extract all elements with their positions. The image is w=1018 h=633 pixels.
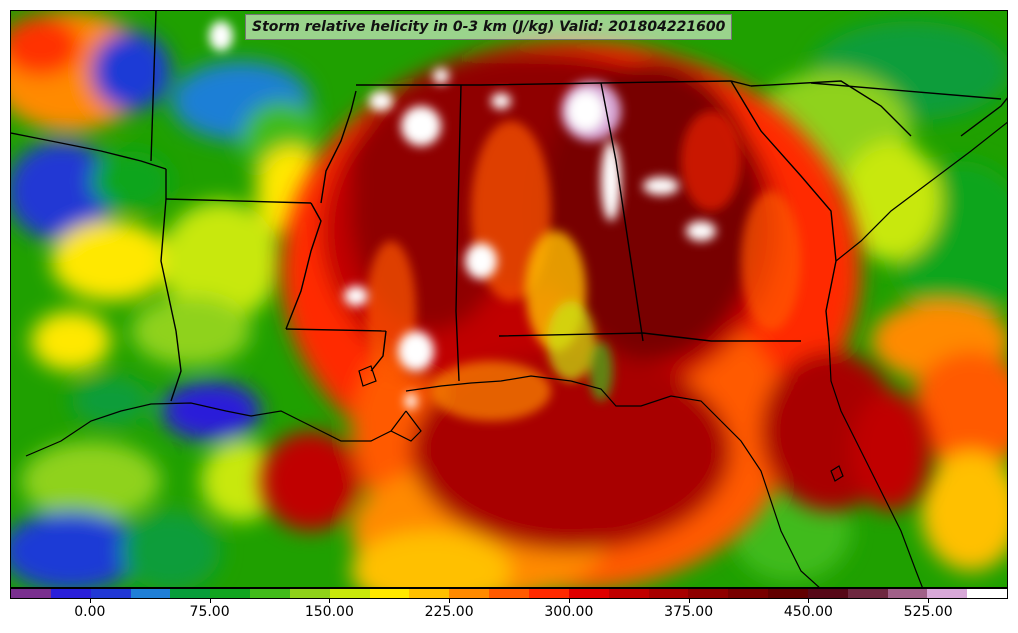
colorbar <box>10 588 1008 599</box>
colorbar-segment <box>50 589 91 598</box>
colorbar-segment <box>130 589 171 598</box>
colorbar-segment <box>887 589 928 598</box>
colorbar-tick-mark <box>568 599 570 603</box>
colorbar-segment <box>807 589 848 598</box>
colorbar-segment <box>568 589 609 598</box>
colorbar-tick-mark <box>688 599 690 603</box>
coastline <box>25 121 1007 587</box>
colorbar-tick-label: 300.00 <box>544 604 594 620</box>
colorbar-tick-label: 75.00 <box>189 604 230 620</box>
colorbar-tick-label: 150.00 <box>304 604 354 620</box>
colorbar-segment <box>11 589 51 598</box>
colorbar-tick-label: 375.00 <box>664 604 714 620</box>
colorbar-tick-label: 225.00 <box>424 604 474 620</box>
helicity-map <box>11 11 1007 587</box>
colorbar-segment <box>528 589 569 598</box>
colorbar-tick-mark <box>329 599 331 603</box>
colorbar-segment <box>728 589 769 598</box>
colorbar-segment <box>210 589 251 598</box>
colorbar-segment <box>688 589 729 598</box>
colorbar-segment <box>489 589 529 598</box>
colorbar-tick-mark <box>449 599 451 603</box>
colorbar-tick-mark <box>808 599 810 603</box>
colorbar-tick-mark <box>928 599 930 603</box>
colorbar-tick-mark <box>209 599 211 603</box>
colorbar-ticks: 0.00 75.00 150.00 225.00 300.00 375.00 450.00 5… <box>10 599 1008 629</box>
colorbar-segment <box>768 589 808 598</box>
colorbar-segment <box>967 589 1007 598</box>
colorbar-tick-label: 450.00 <box>783 604 833 620</box>
colorbar-segment <box>90 589 131 598</box>
colorbar-segment <box>648 589 689 598</box>
colorbar-segment <box>170 589 211 598</box>
colorbar-segment <box>409 589 450 598</box>
eastern-field <box>731 21 1007 581</box>
colorbar-tick-label: 0.00 <box>74 604 106 620</box>
state-borders <box>11 11 1007 402</box>
colorbar-tick-label: 525.00 <box>903 604 953 620</box>
map-title-text: Storm relative helicity in 0-3 km (J/kg)… <box>252 19 726 35</box>
colorbar-segment <box>289 589 330 598</box>
colorbar-segment <box>329 589 370 598</box>
colorbar-segment <box>927 589 968 598</box>
colorbar-tick-mark <box>89 599 91 603</box>
western-field <box>11 11 326 587</box>
map-frame <box>10 10 1008 588</box>
map-title: Storm relative helicity in 0-3 km (J/kg)… <box>245 14 733 40</box>
colorbar-segment <box>608 589 649 598</box>
colorbar-segment <box>449 589 490 598</box>
colorbar-segment <box>369 589 410 598</box>
colorbar-segment <box>250 589 290 598</box>
colorbar-segment <box>847 589 888 598</box>
